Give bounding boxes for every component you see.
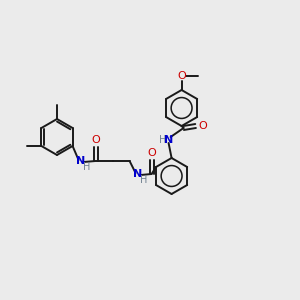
Text: H: H xyxy=(140,175,147,185)
Text: O: O xyxy=(147,148,156,158)
Text: O: O xyxy=(91,135,100,145)
Text: O: O xyxy=(198,121,207,131)
Text: N: N xyxy=(76,156,85,166)
Text: N: N xyxy=(133,169,142,179)
Text: H: H xyxy=(83,162,90,172)
Text: O: O xyxy=(177,71,186,81)
Text: N: N xyxy=(164,135,173,145)
Text: H: H xyxy=(159,135,166,145)
